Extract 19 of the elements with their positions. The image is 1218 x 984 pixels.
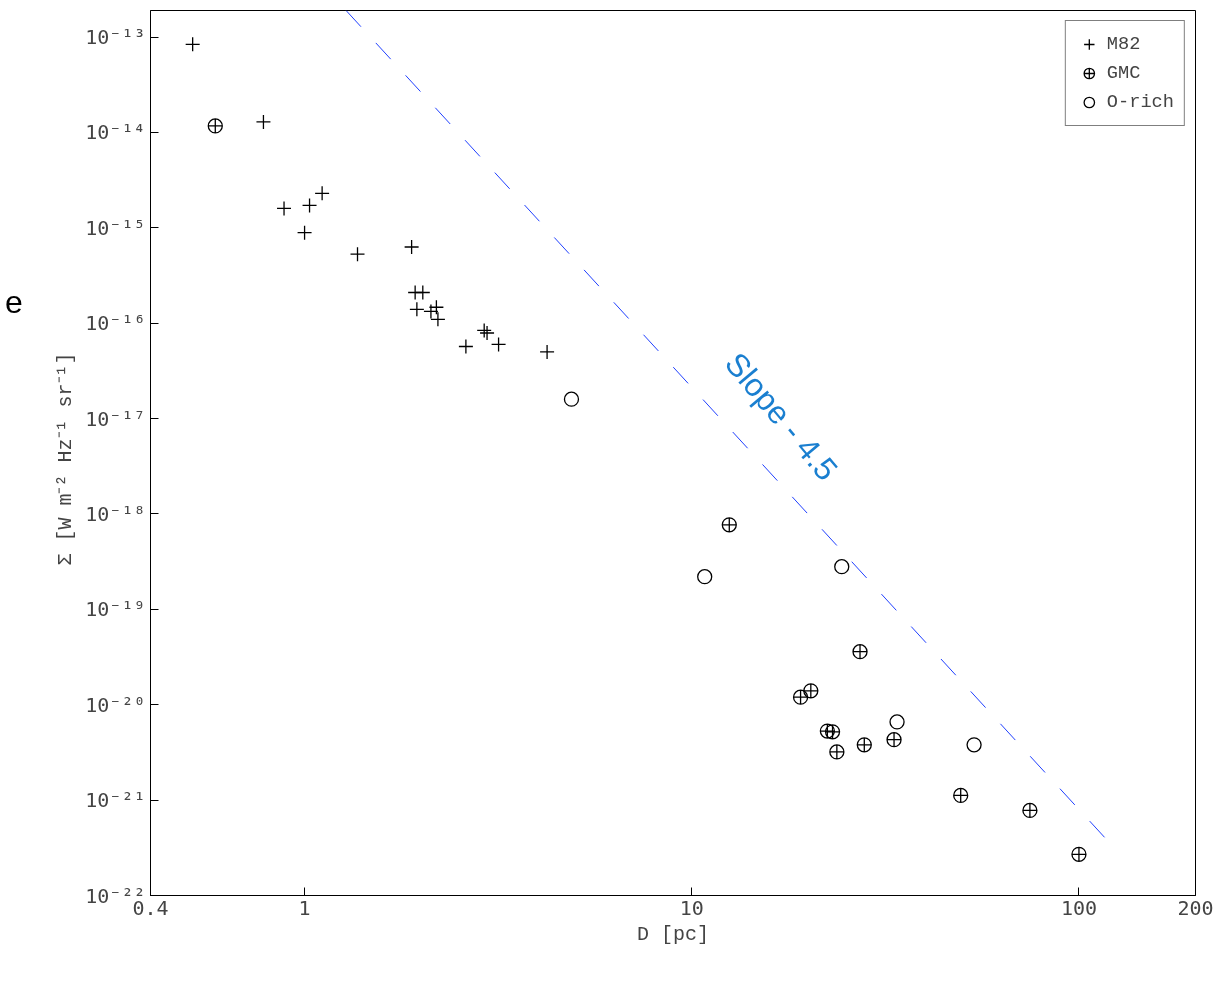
y-tick-label: 10⁻¹⁴ xyxy=(85,120,146,145)
legend-label: M82 xyxy=(1106,33,1141,55)
y-tick-label: 10⁻¹⁷ xyxy=(85,406,146,431)
y-tick-label: 10⁻¹⁶ xyxy=(85,311,146,336)
y-axis-title: Σ [W m⁻² Hz⁻¹ sr⁻¹] xyxy=(54,352,78,566)
x-tick-label: 200 xyxy=(1177,895,1214,920)
x-tick-label: 100 xyxy=(1060,895,1098,920)
y-tick-label: 10⁻²¹ xyxy=(85,788,146,813)
x-tick-label: 1 xyxy=(298,895,311,920)
y-tick-label: 10⁻²⁰ xyxy=(85,692,146,717)
legend-label: O-rich xyxy=(1106,91,1174,113)
y-tick-label: 10⁻¹⁹ xyxy=(85,597,146,622)
y-tick-label: 10⁻¹³ xyxy=(85,25,146,50)
x-tick-label: 10 xyxy=(679,895,704,920)
y-tick-label: 10⁻¹⁵ xyxy=(85,215,146,240)
legend-label: GMC xyxy=(1106,62,1141,84)
x-axis-title: D [pc] xyxy=(636,922,710,946)
text: e xyxy=(5,283,23,322)
y-tick-label: 10⁻¹⁸ xyxy=(85,501,146,526)
